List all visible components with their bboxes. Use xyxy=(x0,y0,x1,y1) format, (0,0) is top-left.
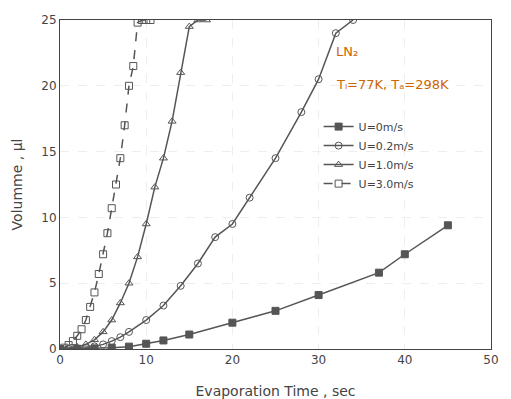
svg-text:20: 20 xyxy=(41,79,56,93)
svg-text:50: 50 xyxy=(483,353,498,367)
svg-text:40: 40 xyxy=(397,353,412,367)
svg-text:10: 10 xyxy=(41,211,56,225)
svg-text:Volumme , µl: Volumme , µl xyxy=(9,139,25,231)
svg-text:U=0m/s: U=0m/s xyxy=(359,121,404,134)
svg-text:30: 30 xyxy=(311,353,326,367)
svg-text:10: 10 xyxy=(139,353,154,367)
svg-text:0: 0 xyxy=(56,353,64,367)
svg-text:Evaporation Time , sec: Evaporation Time , sec xyxy=(196,383,356,399)
svg-text:U=0.2m/s: U=0.2m/s xyxy=(359,140,414,153)
svg-text:20: 20 xyxy=(225,353,240,367)
svg-text:U=1.0m/s: U=1.0m/s xyxy=(359,159,414,172)
svg-text:5: 5 xyxy=(49,276,57,290)
svg-text:0: 0 xyxy=(49,342,57,356)
svg-text:Tₗ=77K, Tₐ=298K: Tₗ=77K, Tₐ=298K xyxy=(336,77,449,92)
svg-text:LN₂: LN₂ xyxy=(336,44,358,59)
svg-text:25: 25 xyxy=(41,13,56,27)
svg-text:U=3.0m/s: U=3.0m/s xyxy=(359,178,414,191)
svg-text:15: 15 xyxy=(41,145,56,159)
